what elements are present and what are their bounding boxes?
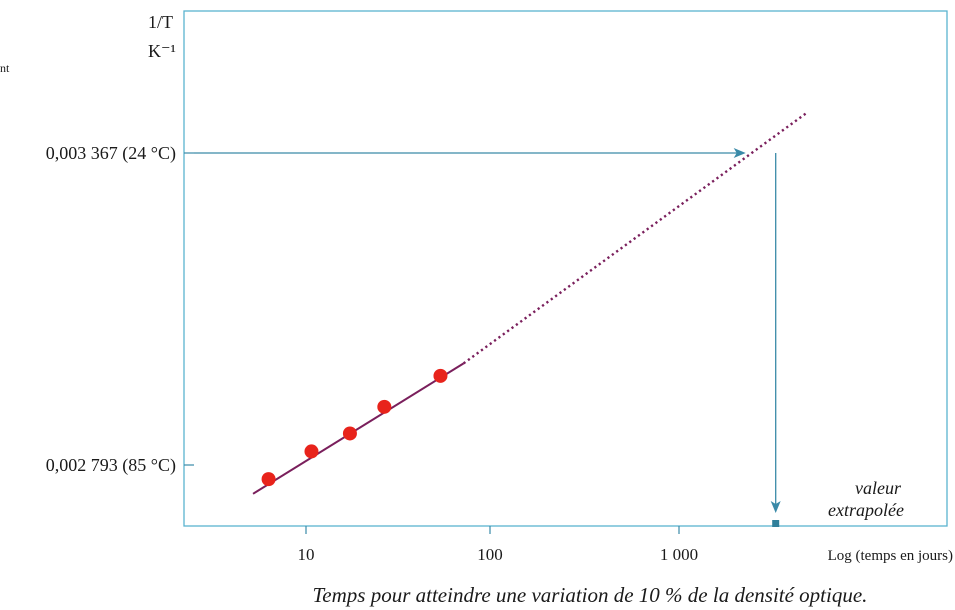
- y-axis-label-line2: K⁻¹: [148, 41, 176, 61]
- data-point: [261, 472, 276, 487]
- y-tick-label-85c: 0,002 793 (85 °C): [46, 455, 176, 476]
- annotation-line2: extrapolée: [828, 500, 904, 520]
- extrapolated-value-marker: [772, 520, 780, 527]
- x-tick-label-10: 10: [298, 545, 315, 564]
- x-tick-label-1000: 1 000: [660, 545, 698, 564]
- fit-line: [252, 362, 465, 495]
- x-tick-label-100: 100: [477, 545, 503, 564]
- x-axis-label: Log (temps en jours): [828, 548, 953, 564]
- data-points: [261, 368, 448, 487]
- data-point: [304, 444, 319, 459]
- horizontal-arrowhead-icon: [733, 148, 746, 158]
- chart-caption: Temps pour atteindre une variation de 10…: [313, 583, 868, 607]
- stray-text: nt: [0, 61, 10, 75]
- data-point: [342, 426, 357, 441]
- vertical-arrowhead-icon: [770, 501, 781, 513]
- y-tick-label-24c: 0,003 367 (24 °C): [46, 143, 176, 164]
- y-axis-label-line1: 1/T: [148, 12, 173, 32]
- annotation-line1: valeur: [855, 478, 902, 498]
- data-point: [377, 399, 392, 414]
- extrapolation-line: [462, 112, 807, 365]
- data-point: [433, 368, 448, 383]
- plot-frame: [183, 10, 948, 527]
